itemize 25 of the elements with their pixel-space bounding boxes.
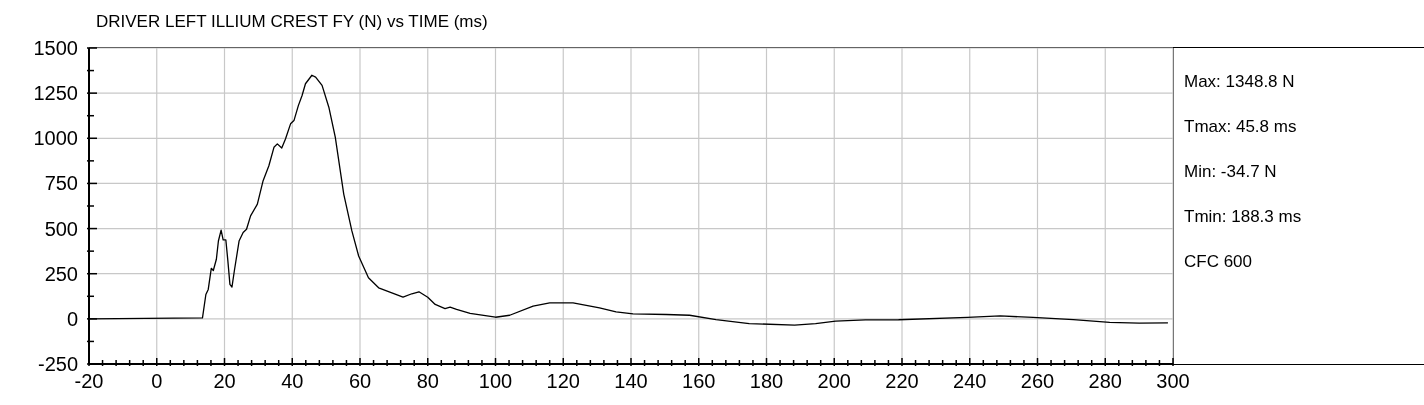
x-tick-label: 260 [1020, 370, 1055, 392]
x-tick-label: 240 [953, 370, 987, 392]
x-tick-label: 40 [281, 370, 304, 392]
x-tick-label: 20 [213, 370, 236, 392]
chart-title: DRIVER LEFT ILLIUM CREST FY (N) vs TIME (ms) [96, 12, 488, 32]
y-tick-label: 1250 [33, 82, 78, 105]
y-tick-label: 250 [44, 262, 78, 285]
x-tick-label: 220 [885, 370, 919, 392]
x-tick-label: 140 [614, 370, 648, 392]
x-tick-label: 0 [151, 370, 163, 392]
x-tick-label: 60 [348, 370, 372, 392]
x-tick-label: 120 [546, 370, 580, 392]
y-tick-label: 1000 [33, 127, 78, 150]
y-tick-label: 500 [44, 217, 78, 240]
y-tick-label: 1500 [33, 37, 78, 59]
x-tick-label: 200 [817, 370, 851, 392]
x-tick-label: 100 [478, 370, 513, 392]
x-tick-label: 180 [749, 370, 784, 392]
x-tick-label: 80 [416, 370, 439, 392]
x-tick-label: 160 [682, 370, 716, 392]
x-tick-label: 280 [1088, 370, 1122, 392]
side-panel: Max: 1348.8 N Tmax: 45.8 ms Min: -34.7 N Tmin: 188.3 ms CFC 600 [1173, 47, 1424, 365]
y-tick-label: 0 [66, 307, 78, 330]
y-tick-label: 750 [44, 172, 78, 195]
x-tick-label: 300 [1156, 370, 1190, 392]
